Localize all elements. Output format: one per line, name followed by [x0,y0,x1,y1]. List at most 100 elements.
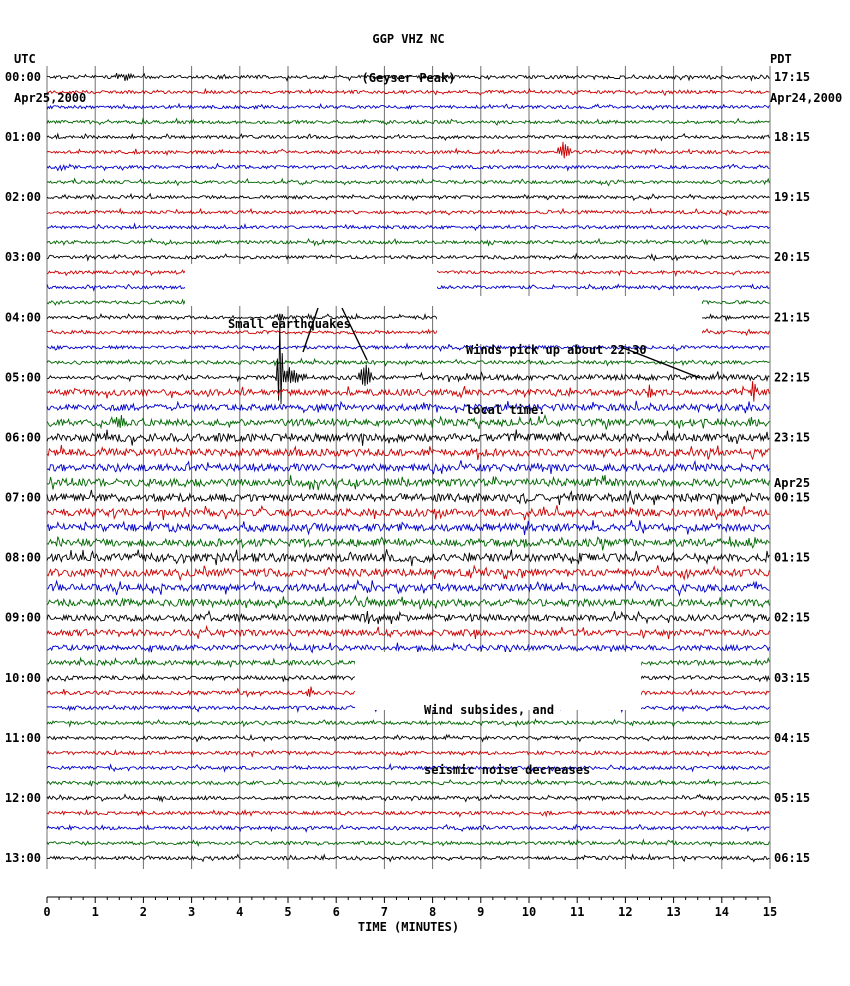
seismo-trace-30 [46,520,770,536]
left-timezone-block: UTC Apr25,2000 [14,27,86,131]
seismo-trace-0 [46,72,770,82]
minute-grid [46,66,771,869]
plot-label: 14 [715,905,729,919]
plot-label: 02:15 [774,611,810,625]
plot-label: 1 [92,905,99,919]
seismo-trace-28 [46,489,770,506]
plot-label: 2 [140,905,147,919]
plot-label: 11:00 [5,731,41,745]
annotation-wind-pickup: Winds pick up about 22:30 local time. [437,296,702,417]
plot-label: 15 [763,905,777,919]
seismo-trace-45 [46,748,770,758]
plot-label: 0 [43,905,50,919]
plot-label: 4 [236,905,243,919]
annotation-text: Wind subsides, and [424,703,555,717]
seismo-trace-35 [46,594,770,610]
seismo-trace-24 [46,429,770,446]
seismo-trace-47 [46,778,770,788]
plot-label: 11 [570,905,584,919]
seismo-trace-9 [46,207,770,217]
plot-label: 7 [381,905,388,919]
plot-label: 10:00 [5,671,41,685]
station-title: GGP VHZ NC [372,32,445,46]
plot-label: 6 [333,905,340,919]
seismo-trace-18 [46,342,770,352]
seismo-trace-22 [46,400,770,414]
seismo-trace-6 [46,162,770,172]
plot-label: 3 [188,905,195,919]
seismo-trace-29 [46,504,770,521]
header-title-block: GGP VHZ NC (Geyser Peak) [47,7,770,111]
plot-label: 03:15 [774,671,810,685]
plot-label: 17:15 [774,70,810,84]
plot-label: 05:00 [5,370,41,384]
plot-label: 08:00 [5,551,41,565]
seismo-trace-23 [46,414,770,430]
plot-label: 8 [429,905,436,919]
annotation-small-earthquakes: Small earthquakes [185,264,437,331]
seismo-trace-7 [46,177,770,187]
plot-label: 05:15 [774,791,810,805]
pointer-line [302,307,319,353]
annotation-text: Winds pick up about 22:30 [466,343,647,357]
plot-label: 04:00 [5,310,41,324]
plot-label: 22:15 [774,370,810,384]
plot-label: 12 [618,905,632,919]
right-timezone-block: PDT Apr24,2000 [770,27,842,131]
seismo-trace-8 [46,192,770,202]
seismo-trace-5 [46,141,770,159]
annotation-text: local time. [466,403,546,417]
seismo-trace-27 [46,474,770,491]
seismo-trace-1 [46,87,770,97]
plot-label: 12:00 [5,791,41,805]
seismo-trace-10 [46,222,770,232]
plot-label: 00:15 [774,491,810,505]
time-axis [46,896,771,903]
seismo-trace-26 [46,459,770,475]
plot-label: 5 [284,905,291,919]
seismo-trace-36 [46,609,770,625]
plot-label: 03:00 [5,250,41,264]
seismo-trace-32 [46,549,770,567]
plot-label: 13 [666,905,680,919]
plot-label: 06:15 [774,851,810,865]
seismo-trace-21 [46,381,770,402]
plot-label: 10 [522,905,536,919]
annotation-text: seismic noise decreases [424,763,591,777]
seismo-trace-33 [46,564,770,582]
annotation-wind-subsides: Wind subsides, and seismic noise decreas… [355,652,641,777]
plot-label: 23:15 [774,430,810,444]
right-time-labels: 17:15 18:15 19:15 20:15 21:15 22:15 23:15 00:15… [774,70,810,865]
seismo-trace-43 [46,718,770,729]
plot-label: 20:15 [774,250,810,264]
plot-label: 01:00 [5,130,41,144]
plot-label: 13:00 [5,851,41,865]
seismo-trace-51 [46,838,770,848]
seismo-trace-34 [46,579,770,597]
seismo-trace-20 [47,318,770,405]
seismo-trace-38 [46,641,770,655]
seismo-trace-50 [46,823,770,833]
seismo-trace-37 [46,624,770,640]
seismo-trace-52 [46,853,770,863]
seismo-trace-4 [46,132,770,142]
seismo-trace-11 [46,237,770,247]
plot-label: 04:15 [774,731,810,745]
station-subtitle: (Geyser Peak) [361,71,456,85]
annotation-text: Small earthquakes [228,317,351,331]
seismo-trace-12 [46,252,770,262]
pdt-label: PDT [770,52,792,66]
plot-label: Apr25 [774,476,810,490]
x-axis-title: TIME (MINUTES) [357,920,460,934]
seismo-trace-49 [46,808,770,818]
seismo-trace-48 [46,793,770,803]
seismo-trace-44 [46,733,770,743]
annotation-pointers [302,307,701,379]
seismo-trace-31 [46,536,770,551]
plot-label: 00:00 [5,70,41,84]
plot-label: 07:00 [5,491,41,505]
seismo-trace-46 [46,762,770,773]
seismo-trace-2 [46,102,770,111]
pointer-line [620,346,701,379]
